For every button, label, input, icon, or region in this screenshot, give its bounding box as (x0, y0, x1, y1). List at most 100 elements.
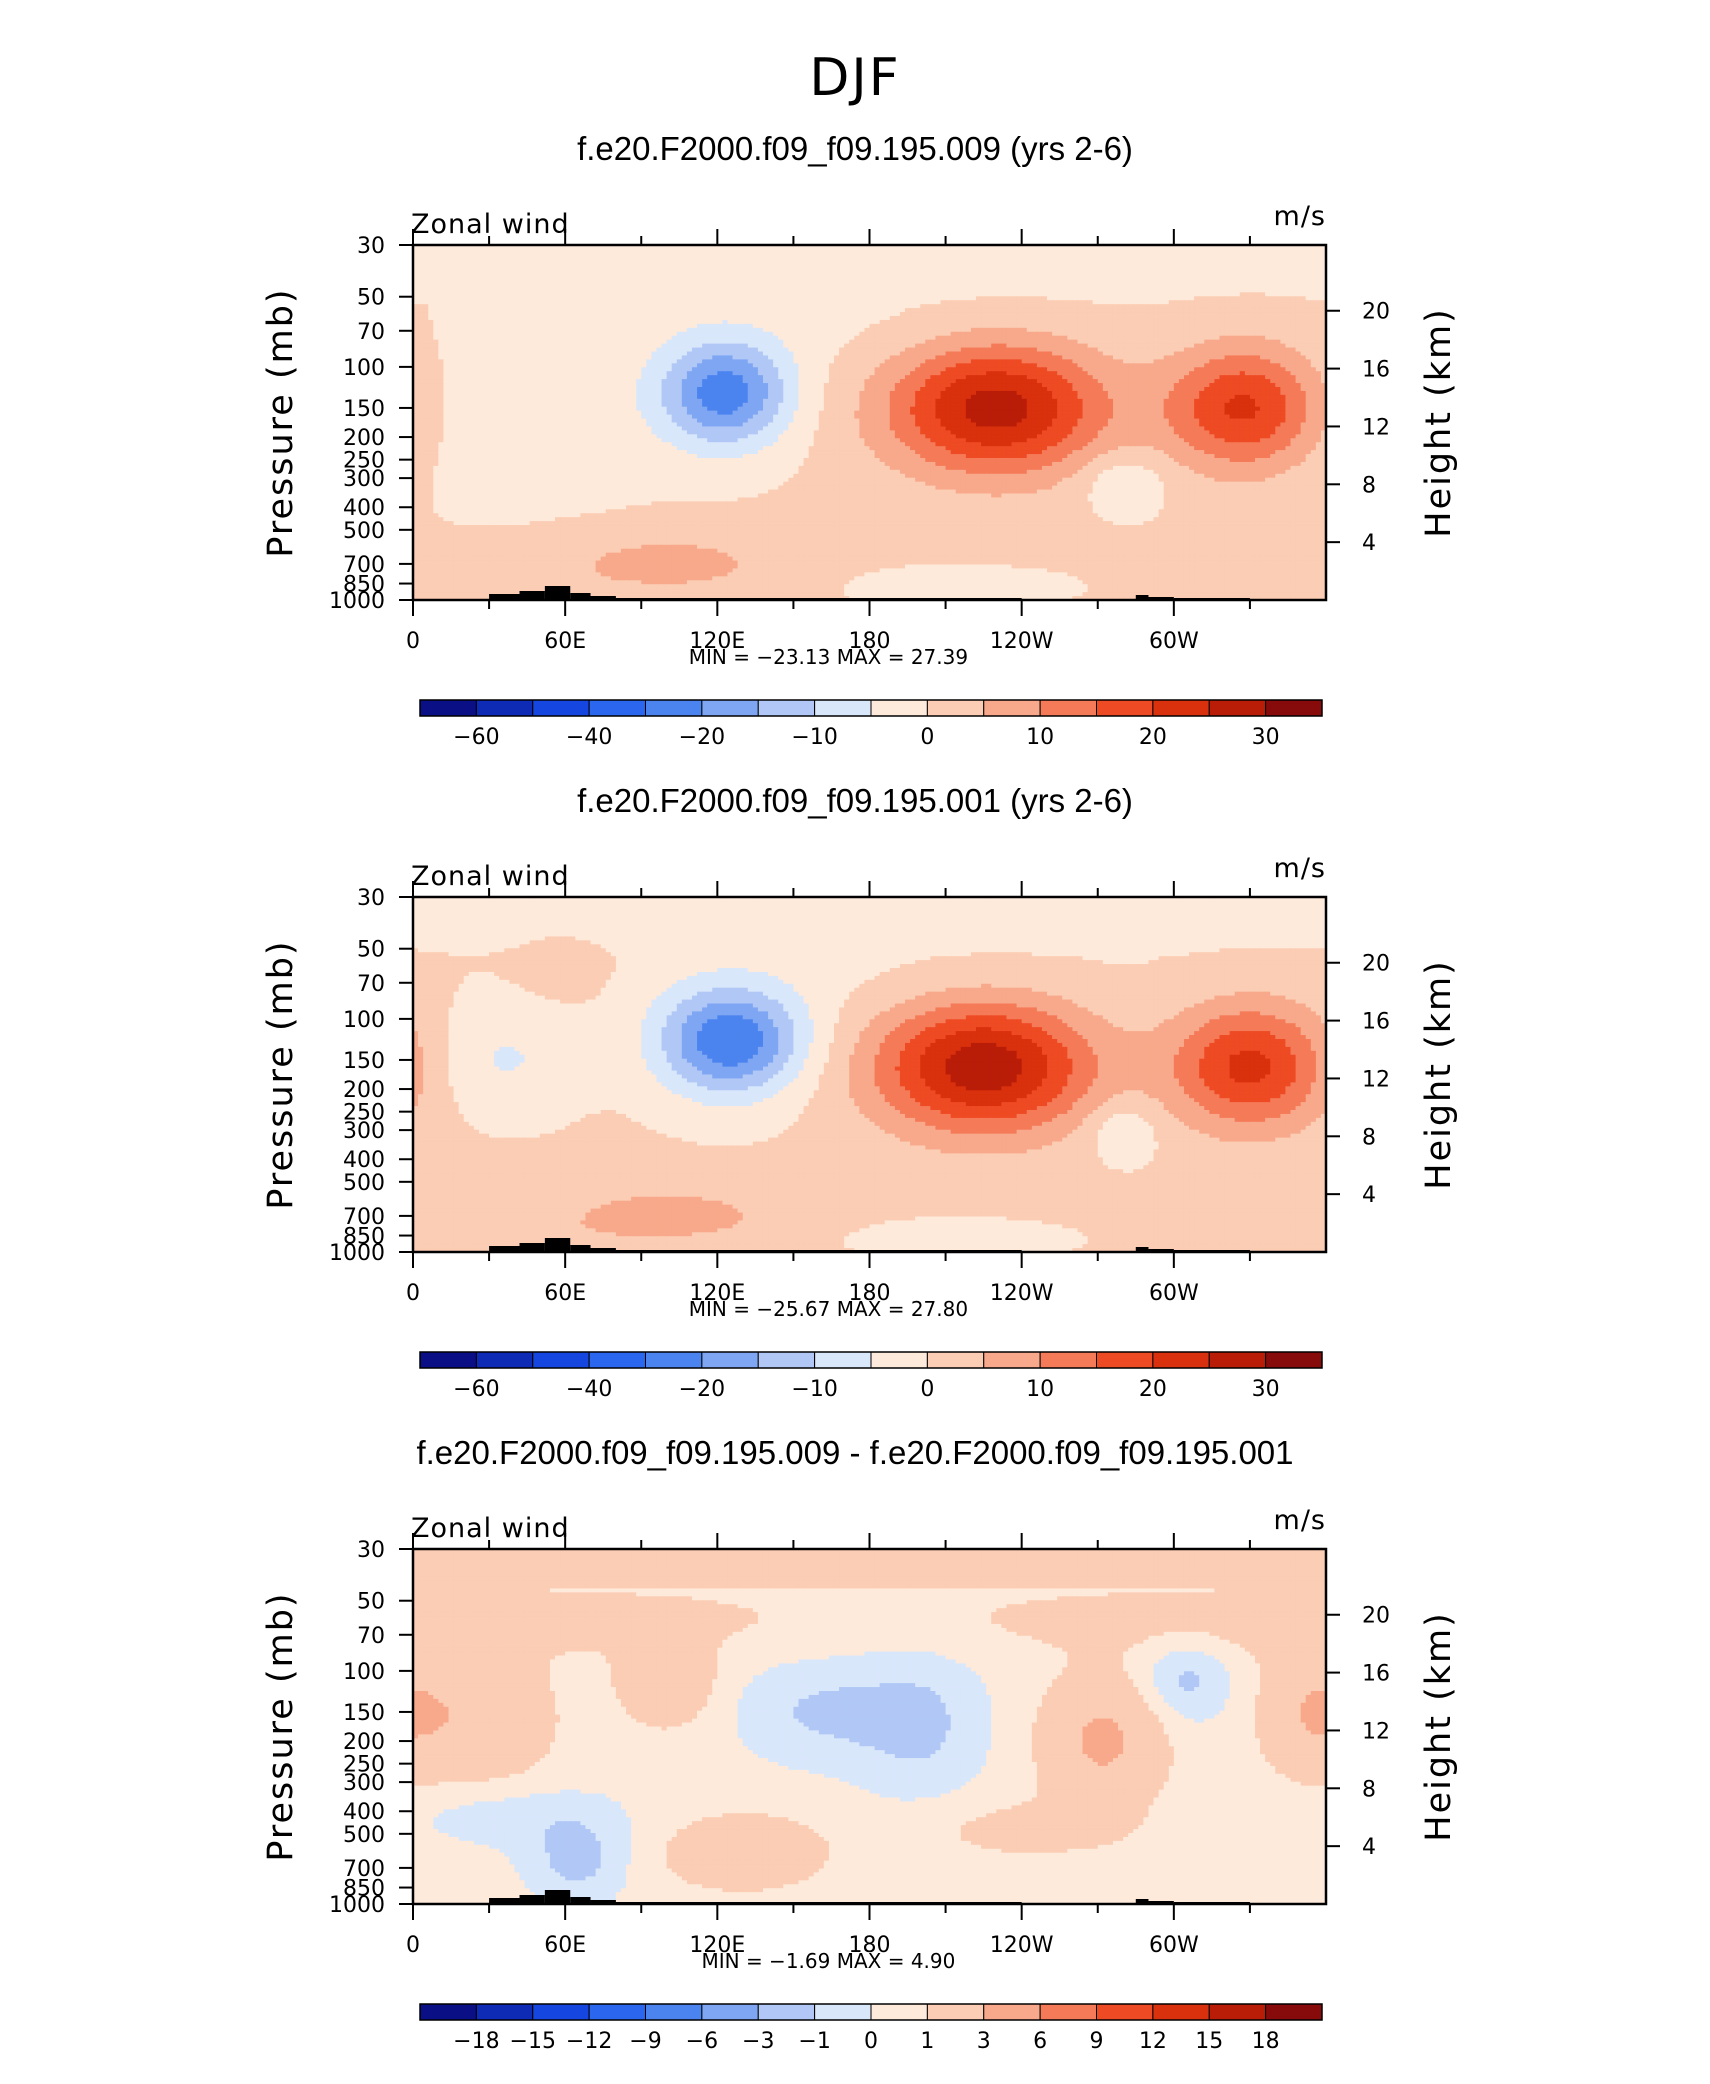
contour-cell (1057, 308, 1063, 313)
contour-cell (783, 260, 789, 266)
contour-cell (778, 245, 784, 250)
contour-cell (991, 276, 997, 282)
contour-cell (438, 260, 445, 266)
contour-cell (646, 316, 652, 321)
contour-cell (783, 280, 789, 286)
contour-cell (1011, 288, 1018, 293)
contour-cell (1199, 343, 1205, 349)
contour-cell (905, 351, 911, 357)
contour-cell (549, 296, 556, 301)
contour-cell (996, 288, 1002, 293)
contour-cell (676, 264, 683, 270)
contour-cell (504, 308, 510, 313)
contour-cell (854, 331, 860, 337)
contour-cell (458, 252, 465, 258)
contour-cell (1285, 245, 1292, 250)
contour-cell (1011, 316, 1018, 321)
contour-cell (575, 252, 581, 258)
contour-cell (798, 316, 805, 321)
contour-cell (519, 272, 526, 278)
contour-cell (1021, 264, 1028, 270)
contour-cell (509, 268, 516, 274)
contour-cell (762, 316, 769, 321)
contour-cell (818, 284, 825, 289)
contour-cell (869, 264, 876, 270)
contour-cell (595, 327, 602, 333)
contour-cell (884, 308, 891, 313)
contour-cell (874, 304, 881, 309)
contour-cell (945, 319, 952, 325)
contour-cell (965, 292, 972, 297)
contour-cell (1178, 327, 1185, 333)
contour-cell (615, 252, 622, 258)
contour-cell (1143, 276, 1150, 282)
contour-cell (854, 335, 860, 341)
contour-cell (864, 351, 871, 357)
contour-cell (732, 312, 739, 317)
contour-cell (1041, 343, 1048, 349)
contour-cell (544, 260, 551, 266)
contour-cell (595, 284, 602, 289)
contour-cell (1234, 284, 1241, 289)
contour-cell (920, 347, 926, 353)
contour-cell (1229, 272, 1236, 278)
contour-cell (1011, 260, 1018, 266)
contour-cell (1254, 245, 1261, 250)
contour-cell (849, 351, 855, 357)
contour-cell (707, 347, 713, 353)
contour-cell (1275, 245, 1281, 250)
contour-cell (560, 300, 566, 305)
contour-cell (828, 323, 835, 329)
contour-cell (1249, 248, 1256, 254)
contour-cell (930, 296, 937, 301)
contour-cell (940, 323, 947, 329)
contour-cell (707, 256, 713, 262)
contour-cell (910, 327, 916, 333)
contour-cell (1118, 248, 1124, 254)
contour-cell (773, 343, 779, 349)
contour-cell (428, 272, 434, 278)
contour-cell (894, 316, 901, 321)
contour-cell (889, 264, 896, 270)
contour-cell (854, 304, 860, 309)
contour-cell (514, 319, 521, 325)
contour-cell (1016, 331, 1023, 337)
contour-cell (864, 268, 871, 274)
contour-cell (773, 335, 779, 341)
contour-cell (1052, 248, 1058, 254)
contour-cell (981, 296, 987, 301)
contour-cell (620, 339, 627, 345)
contour-cell (986, 331, 992, 337)
contour-cell (717, 245, 723, 250)
contour-cell (1260, 300, 1266, 305)
contour-cell (940, 308, 947, 313)
contour-cell (590, 331, 597, 337)
contour-cell (1204, 268, 1210, 274)
contour-cell (620, 316, 627, 321)
contour-cell (1194, 300, 1200, 305)
contour-cell (478, 260, 485, 266)
contour-cell (514, 292, 521, 297)
contour-cell (555, 248, 561, 254)
contour-cell (1047, 264, 1053, 270)
contour-cell (1194, 252, 1200, 258)
contour-cell (742, 245, 749, 250)
contour-cell (478, 245, 485, 250)
contour-cell (707, 339, 713, 345)
contour-cell (1112, 343, 1119, 349)
contour-cell (1168, 264, 1175, 270)
contour-cell (1057, 312, 1063, 317)
contour-cell (610, 351, 617, 357)
contour-cell (899, 280, 906, 286)
contour-cell (747, 300, 754, 305)
contour-cell (991, 292, 997, 297)
contour-cell (458, 260, 465, 266)
contour-cell (1031, 351, 1038, 357)
contour-cell (1189, 276, 1195, 282)
contour-cell (869, 335, 876, 341)
contour-cell (828, 339, 835, 345)
contour-cell (1118, 272, 1124, 278)
contour-cell (1295, 304, 1302, 309)
contour-cell (570, 316, 576, 321)
contour-cell (1143, 252, 1150, 258)
